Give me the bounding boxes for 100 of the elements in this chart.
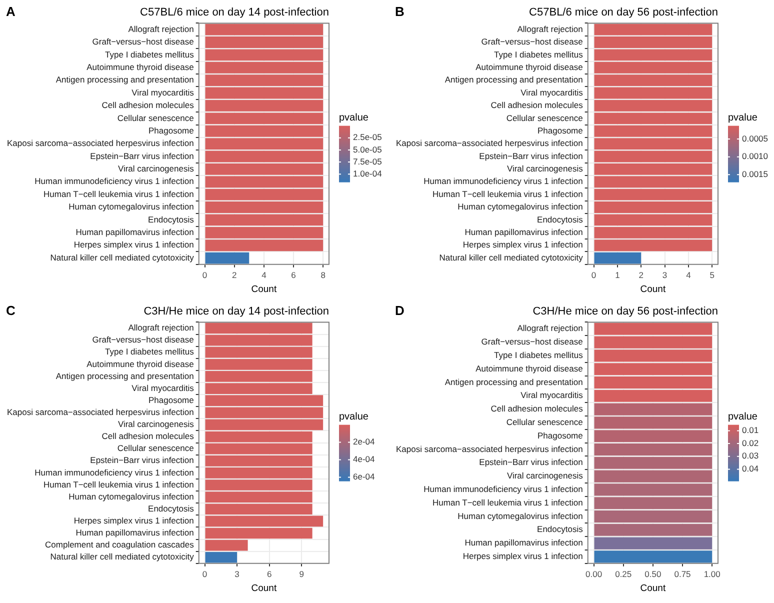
x-tick-label: 0.50 — [644, 568, 662, 579]
color-bar-label: 7.5e-05 — [353, 156, 382, 166]
y-tick-label: Graft−versus−host disease — [481, 36, 584, 47]
y-tick-label: Autoimmune thyroid disease — [476, 363, 584, 374]
y-tick-label: Epstein−Barr virus infection — [90, 150, 194, 161]
y-tick-label: Graft−versus−host disease — [92, 36, 194, 47]
y-tick-label: Human immunodeficiency virus 1 infection — [424, 176, 584, 186]
text: C — [6, 303, 16, 318]
color-bar-title: pvalue — [728, 412, 758, 423]
y-tick-label: Human cytomegalovirus infection — [68, 202, 194, 212]
y-tick-label: Herpes simplex virus 1 infection — [74, 240, 194, 250]
color-bar-label: 0.03 — [742, 450, 759, 461]
y-tick-label: Human T−cell leukemia virus 1 infection — [432, 497, 584, 508]
y-tick-label: Type I diabetes mellitus — [105, 346, 194, 357]
y-tick-label: Complement and coagulation cascades — [45, 540, 194, 550]
color-bar-label: 4e-04 — [353, 454, 376, 464]
x-axis-title: Count — [251, 582, 277, 594]
y-tick-label: Antigen processing and presentation — [56, 370, 194, 381]
y-tick-label: Allograft rejection — [128, 322, 194, 333]
color-bar-label: 0.02 — [742, 438, 759, 448]
color-bar-label: 2e-04 — [353, 436, 376, 447]
y-tick-label: Epstein−Barr virus infection — [90, 455, 194, 466]
x-tick-label: 8 — [320, 270, 326, 280]
color-bar-title: pvalue — [339, 412, 369, 423]
y-tick-label: Graft−versus−host disease — [92, 334, 194, 345]
y-tick-label: Cellular senescence — [117, 443, 194, 454]
x-axis-title: Count — [640, 284, 666, 295]
y-tick-label: Human immunodeficiency virus 1 infection — [34, 176, 194, 186]
y-tick-label: Endocytosis — [148, 503, 194, 514]
chart-title: C57BL/6 mice on day 14 post-infection — [140, 6, 329, 19]
y-tick-label: Kaposi sarcoma−associated herpesvirus infection — [6, 138, 194, 148]
y-tick-label: Type I diabetes mellitus — [494, 350, 583, 360]
x-tick-label: 3 — [662, 270, 668, 280]
y-tick-label: Viral carcinogenesis — [506, 164, 583, 174]
y-tick-label: Phagosome — [148, 394, 194, 405]
y-tick-label: Viral myocarditis — [520, 87, 583, 98]
color-bar-label: 0.0010 — [742, 151, 768, 162]
y-tick-label: Viral myocarditis — [520, 390, 583, 400]
y-tick-label: Viral myocarditis — [132, 87, 194, 98]
y-tick-label: Human T−cell leukemia virus 1 infection — [44, 188, 194, 199]
x-tick-label: 0.00 — [586, 568, 602, 579]
x-tick-label: 3 — [234, 568, 240, 579]
y-tick-label: Human papillomavirus infection — [464, 227, 584, 238]
y-tick-label: Phagosome — [537, 430, 584, 440]
x-tick-label: 4 — [686, 270, 692, 280]
y-tick-label: Herpes simplex virus 1 infection — [462, 551, 584, 562]
color-bar-label: 6e-04 — [353, 472, 376, 482]
y-tick-label: Graft−versus−host disease — [481, 336, 584, 347]
color-bar-label: 0.0005 — [742, 133, 768, 144]
x-tick-label: 6 — [291, 270, 296, 280]
y-tick-label: Human T−cell leukemia virus 1 infection — [432, 188, 584, 199]
y-tick-label: Human papillomavirus infection — [76, 227, 194, 238]
x-tick-label: 2 — [638, 270, 644, 280]
x-tick-label: 0.75 — [674, 568, 692, 579]
y-tick-label: Herpes simplex virus 1 infection — [74, 516, 194, 526]
color-bar-label: 0.04 — [742, 464, 759, 474]
y-tick-label: Allograft rejection — [128, 24, 194, 34]
y-tick-label: Human immunodeficiency virus 1 infection — [34, 467, 194, 478]
x-axis-title: Count — [251, 284, 277, 295]
y-tick-label: Autoimmune thyroid disease — [86, 358, 194, 369]
y-tick-label: Viral carcinogenesis — [506, 470, 583, 481]
text: D — [395, 303, 404, 318]
y-tick-label: Human cytomegalovirus infection — [458, 202, 584, 212]
y-tick-label: Human T−cell leukemia virus 1 infection — [44, 479, 194, 490]
y-tick-label: Human cytomegalovirus infection — [458, 510, 584, 521]
x-tick-label: 0 — [591, 270, 596, 280]
y-tick-label: Human cytomegalovirus infection — [68, 491, 194, 502]
y-tick-label: Cellular senescence — [117, 112, 194, 123]
y-tick-label: Cellular senescence — [506, 112, 584, 123]
color-bar-title: pvalue — [728, 112, 758, 124]
y-tick-label: Autoimmune thyroid disease — [86, 62, 194, 72]
text: B — [395, 4, 404, 20]
y-tick-label: Viral carcinogenesis — [118, 164, 194, 174]
y-tick-label: Herpes simplex virus 1 infection — [462, 240, 584, 250]
y-tick-label: Antigen processing and presentation — [444, 74, 584, 85]
y-tick-label: Phagosome — [148, 125, 194, 136]
x-tick-label: 6 — [266, 568, 272, 579]
y-tick-label: Human papillomavirus infection — [76, 528, 194, 538]
color-bar-title: pvalue — [339, 112, 369, 124]
y-tick-label: Epstein−Barr virus infection — [479, 150, 584, 161]
y-tick-label: Viral myocarditis — [132, 382, 194, 393]
x-tick-label: 1 — [615, 270, 620, 280]
y-tick-label: Allograft rejection — [517, 24, 584, 34]
color-bar-label: 0.0015 — [742, 169, 768, 180]
text: A — [6, 4, 16, 20]
y-tick-label: Endocytosis — [537, 524, 583, 534]
y-tick-label: Kaposi sarcoma−associated herpesvirus infection — [396, 138, 584, 148]
x-tick-label: 1.00 — [704, 568, 721, 579]
y-tick-label: Cell adhesion molecules — [102, 100, 194, 110]
y-tick-label: Antigen processing and presentation — [444, 376, 584, 387]
y-tick-label: Natural killer cell mediated cytotoxicity — [50, 552, 195, 562]
bar — [205, 552, 238, 563]
y-tick-label: Type I diabetes mellitus — [105, 49, 194, 60]
y-tick-label: Allograft rejection — [517, 323, 584, 334]
chart-title: C3H/He mice on day 56 post-infection — [532, 306, 718, 318]
color-bar-label: 2.5e-05 — [353, 132, 382, 142]
x-tick-label: 4 — [262, 270, 267, 280]
y-tick-label: Endocytosis — [148, 214, 194, 224]
color-bar-label: 0.01 — [742, 425, 759, 436]
y-tick-label: Type I diabetes mellitus — [494, 49, 583, 60]
